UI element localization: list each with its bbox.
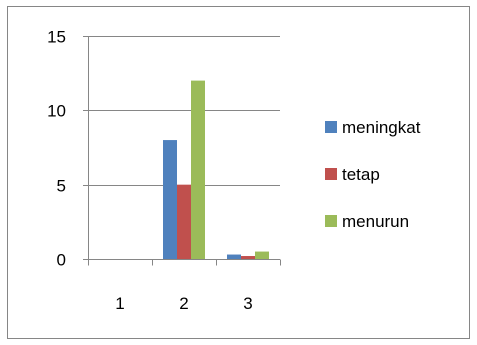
- bar-tetap-3: [241, 256, 255, 259]
- bar-tetap-2: [177, 184, 191, 259]
- axes: [83, 36, 281, 266]
- y-tick-label: 5: [57, 177, 66, 196]
- legend-label-meningkat: meningkat: [342, 118, 421, 137]
- bar-menurun-2: [191, 80, 205, 259]
- x-tick-label: 2: [179, 294, 188, 313]
- x-tick-label: 3: [243, 294, 252, 313]
- chart-border: [7, 6, 470, 339]
- tick-labels: 0 5 10 15 1 2 3: [47, 28, 253, 314]
- legend-label-tetap: tetap: [342, 165, 380, 184]
- legend-swatch-meningkat: [325, 121, 337, 133]
- legend-label-menurun: menurun: [342, 212, 409, 231]
- y-tick-label: 15: [47, 28, 66, 47]
- legend-swatch-menurun: [325, 215, 337, 227]
- legend: meningkat tetap menurun: [325, 118, 421, 231]
- bar-meningkat-3: [227, 254, 241, 259]
- bar-meningkat-2: [163, 140, 177, 259]
- bar-menurun-3: [255, 251, 269, 259]
- bars: [163, 80, 269, 259]
- x-tick-label: 1: [115, 294, 124, 313]
- y-tick-label: 0: [57, 251, 66, 270]
- legend-swatch-tetap: [325, 168, 337, 180]
- y-tick-label: 10: [47, 102, 66, 121]
